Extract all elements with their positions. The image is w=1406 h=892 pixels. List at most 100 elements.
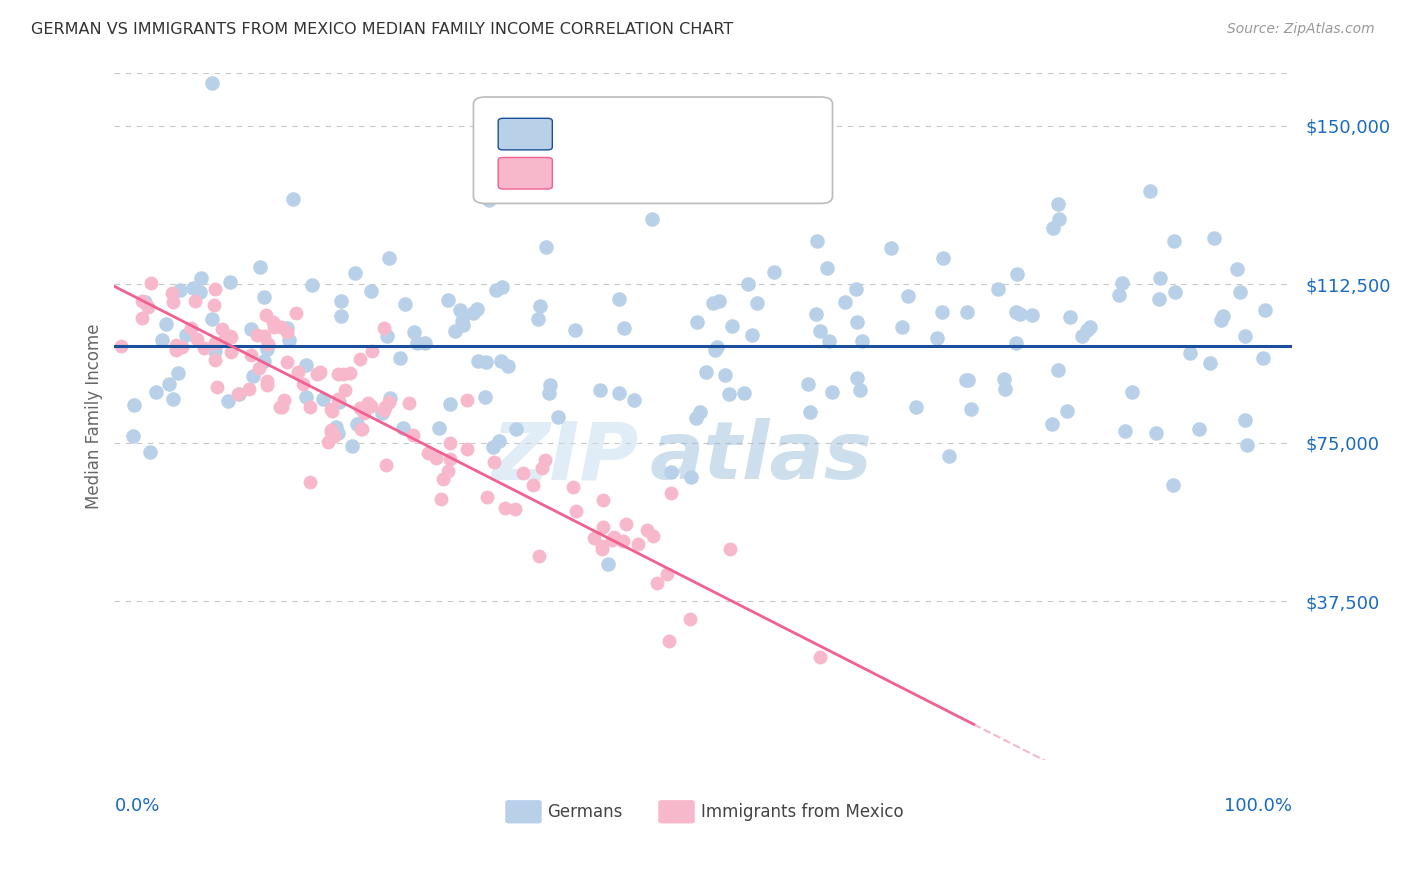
- Point: [256, 374, 278, 388]
- Point: [253, 290, 276, 304]
- Point: [326, 425, 349, 440]
- Point: [815, 260, 838, 275]
- Point: [1021, 308, 1043, 322]
- Point: [427, 421, 450, 435]
- Point: [202, 298, 225, 312]
- Point: [531, 460, 554, 475]
- Point: [474, 390, 496, 404]
- Point: [596, 558, 619, 572]
- Point: [659, 486, 682, 500]
- Point: [134, 294, 156, 309]
- Point: [346, 417, 368, 432]
- Point: [439, 436, 461, 450]
- Point: [219, 276, 242, 290]
- Point: [636, 523, 658, 537]
- Point: [377, 329, 399, 343]
- Text: R = -0.033   N = 174: R = -0.033 N = 174: [562, 124, 759, 143]
- Point: [253, 353, 276, 368]
- Point: [378, 394, 401, 409]
- Point: [295, 390, 318, 404]
- Point: [349, 351, 371, 366]
- Point: [588, 383, 610, 397]
- Point: [204, 282, 226, 296]
- Point: [205, 380, 228, 394]
- Point: [529, 299, 551, 313]
- Point: [679, 470, 702, 484]
- Point: [326, 392, 349, 407]
- Point: [122, 399, 145, 413]
- Point: [718, 541, 741, 556]
- Point: [1202, 230, 1225, 244]
- Point: [485, 283, 508, 297]
- Point: [834, 295, 856, 310]
- Point: [745, 296, 768, 310]
- Point: [818, 334, 841, 349]
- Point: [494, 500, 516, 515]
- Point: [292, 377, 315, 392]
- Point: [242, 369, 264, 384]
- Point: [374, 458, 396, 472]
- Point: [416, 446, 439, 460]
- Point: [582, 531, 605, 545]
- Point: [741, 328, 763, 343]
- Point: [402, 427, 425, 442]
- Point: [357, 395, 380, 409]
- Point: [298, 475, 321, 489]
- Point: [1108, 288, 1130, 302]
- Text: ZIP: ZIP: [491, 418, 638, 497]
- Point: [1111, 276, 1133, 290]
- Point: [956, 305, 979, 319]
- Point: [993, 372, 1015, 386]
- Point: [276, 354, 298, 368]
- Point: [689, 405, 711, 419]
- Point: [1046, 196, 1069, 211]
- Point: [591, 542, 613, 557]
- Point: [271, 400, 294, 414]
- Point: [1178, 345, 1201, 359]
- Point: [713, 368, 735, 383]
- Point: [592, 520, 614, 534]
- Point: [733, 385, 755, 400]
- Point: [994, 382, 1017, 396]
- Point: [1047, 363, 1070, 377]
- Point: [349, 401, 371, 415]
- Point: [353, 406, 375, 420]
- Point: [217, 393, 239, 408]
- Point: [565, 503, 588, 517]
- Point: [1147, 293, 1170, 307]
- Point: [389, 351, 412, 366]
- Point: [256, 377, 278, 392]
- Point: [308, 366, 330, 380]
- Point: [181, 281, 204, 295]
- Point: [564, 323, 586, 337]
- Point: [180, 320, 202, 334]
- Point: [1164, 285, 1187, 299]
- Point: [706, 340, 728, 354]
- Text: Source: ZipAtlas.com: Source: ZipAtlas.com: [1227, 22, 1375, 37]
- Point: [496, 359, 519, 373]
- Point: [709, 294, 731, 309]
- FancyBboxPatch shape: [505, 800, 541, 823]
- Point: [228, 387, 250, 401]
- Point: [439, 397, 461, 411]
- Point: [959, 401, 981, 416]
- Point: [246, 327, 269, 342]
- Point: [240, 348, 263, 362]
- Point: [374, 400, 396, 414]
- Point: [283, 193, 305, 207]
- Point: [456, 442, 478, 456]
- FancyBboxPatch shape: [498, 119, 553, 150]
- Point: [373, 403, 395, 417]
- Point: [270, 319, 292, 334]
- Point: [165, 343, 187, 358]
- Point: [482, 455, 505, 469]
- Point: [326, 367, 349, 381]
- Point: [1188, 422, 1211, 436]
- Point: [110, 339, 132, 353]
- Point: [849, 384, 872, 398]
- Point: [602, 533, 624, 547]
- Point: [463, 306, 485, 320]
- Text: atlas: atlas: [650, 418, 873, 497]
- Point: [679, 611, 702, 625]
- Point: [845, 282, 868, 296]
